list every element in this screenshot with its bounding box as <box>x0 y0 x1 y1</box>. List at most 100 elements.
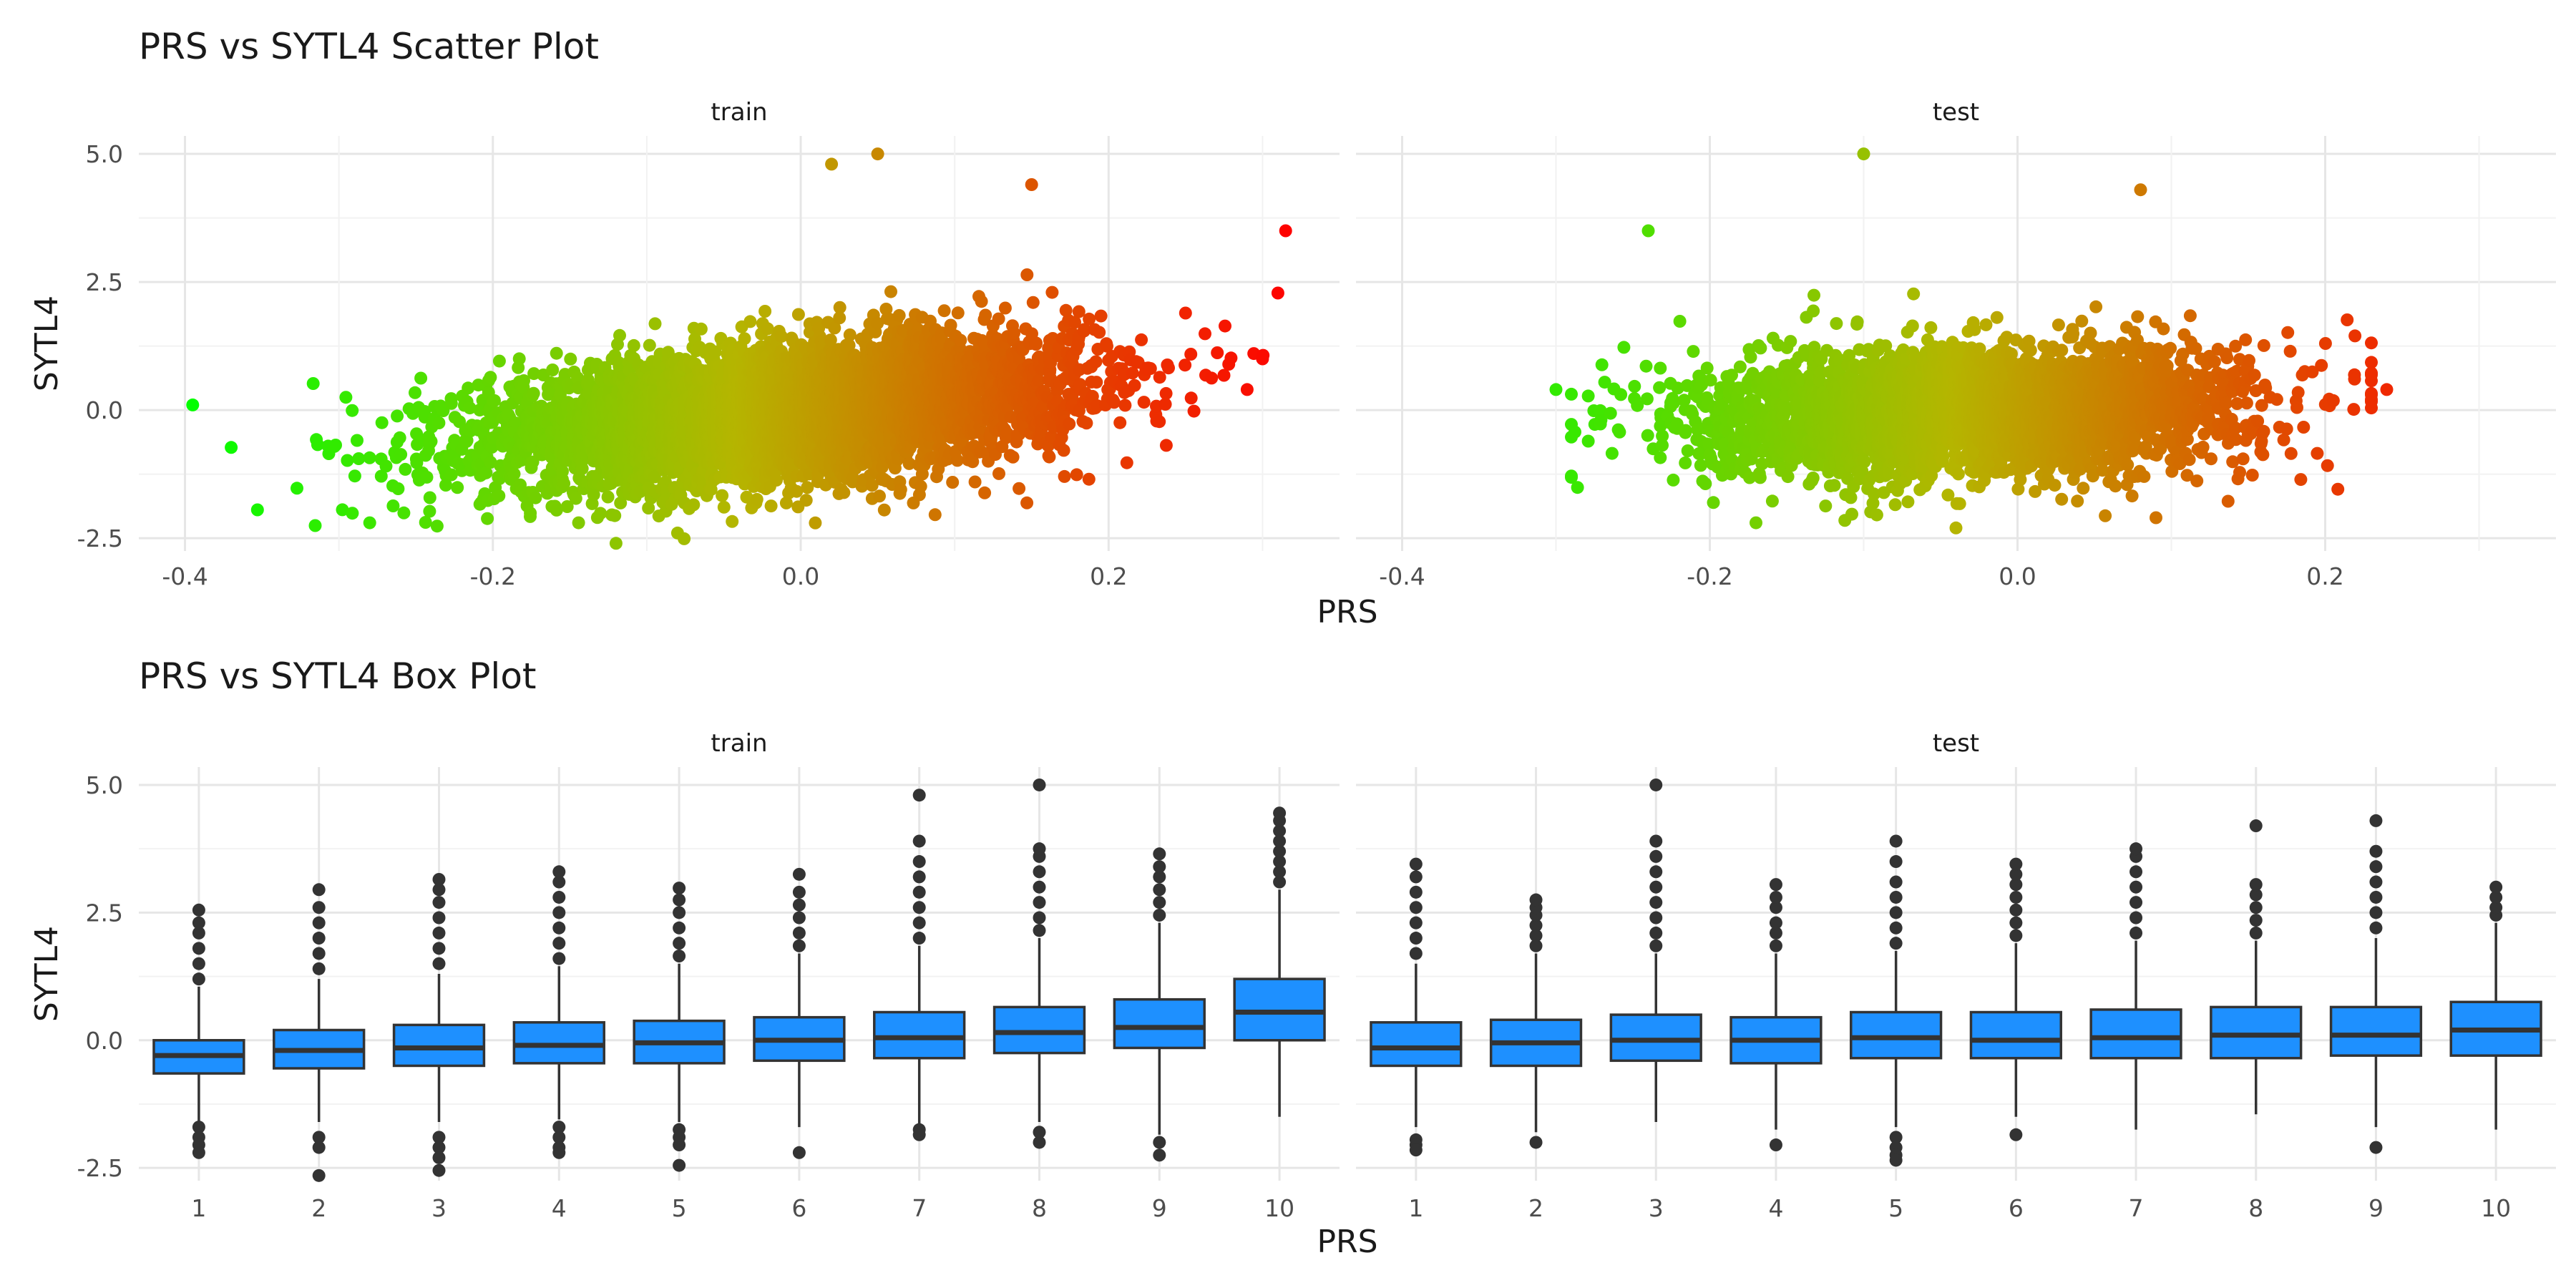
scatter-point <box>444 468 458 482</box>
scatter-point <box>463 401 477 415</box>
scatter-point <box>975 295 988 308</box>
scatter-point <box>894 483 907 497</box>
scatter-point <box>225 441 238 454</box>
y-tick-label: -2.5 <box>77 525 123 552</box>
scatter-point <box>575 462 589 475</box>
scatter-point <box>430 519 444 533</box>
scatter-point <box>946 476 960 489</box>
scatter-point <box>998 301 1012 315</box>
scatter-point <box>609 537 623 550</box>
scatter-point <box>877 503 891 517</box>
scatter-point <box>418 410 431 424</box>
scatter-point <box>375 416 389 429</box>
x-tick-label: -0.4 <box>162 562 208 590</box>
scatter-point <box>556 464 569 478</box>
scatter-point <box>409 386 421 399</box>
scatter-point <box>643 338 656 352</box>
scatter-point <box>764 499 778 513</box>
scatter-point <box>569 492 582 505</box>
scatter-point <box>937 304 951 318</box>
scatter-point <box>648 470 661 484</box>
scatter-point <box>914 479 927 493</box>
scatter-point <box>420 470 434 484</box>
scatter-point <box>871 147 884 161</box>
scatter-point <box>738 332 751 346</box>
scatter-point <box>825 157 839 171</box>
facet-strip-label: train <box>711 98 767 127</box>
scatter-point <box>873 489 886 503</box>
x-tick-label: 0.2 <box>1090 562 1127 590</box>
scatter-point <box>394 448 408 462</box>
scatter-point <box>560 500 574 513</box>
x-tick-label: 0.0 <box>782 562 819 590</box>
scatter-point <box>379 459 393 473</box>
scatter-point <box>492 354 506 368</box>
scatter-point <box>329 439 342 452</box>
scatter-point <box>346 507 359 520</box>
scatter-point <box>587 488 600 502</box>
scatter-point <box>348 469 361 483</box>
scatter-point <box>393 431 406 444</box>
scatter-point <box>517 374 530 387</box>
scatter-point <box>341 454 354 467</box>
scatter-point <box>462 381 475 395</box>
scatter-point <box>550 346 563 360</box>
scatter-point <box>339 391 353 404</box>
scatter-point <box>424 434 438 448</box>
scatter-point <box>306 377 320 390</box>
scatter-point <box>492 489 506 502</box>
scatter-point <box>410 456 424 469</box>
scatter-point <box>979 308 992 322</box>
scatter-point <box>726 514 739 528</box>
scatter-point <box>770 474 783 487</box>
scatter-point <box>250 503 264 517</box>
scatter-point <box>978 486 992 499</box>
scatter-plot-title: PRS vs SYTL4 Scatter Plot <box>139 26 599 67</box>
scatter-point <box>311 438 324 452</box>
scatter-point <box>594 507 608 520</box>
scatter-point <box>399 462 412 476</box>
scatter-point <box>557 477 571 490</box>
scatter-point <box>414 371 428 385</box>
scatter-point <box>512 352 526 366</box>
y-tick-label: 2.5 <box>86 268 123 296</box>
scatter-point <box>524 507 537 519</box>
y-tick-label: 0.0 <box>86 396 123 424</box>
scatter-point <box>837 486 851 499</box>
scatter-point <box>546 364 560 376</box>
scatter-point <box>601 490 615 504</box>
scatter-point <box>485 440 499 454</box>
scatter-point <box>386 499 400 512</box>
scatter-point <box>308 519 322 532</box>
scatter-point <box>992 312 1005 326</box>
scatter-point <box>613 328 626 342</box>
scatter-point <box>892 308 906 322</box>
scatter-point <box>571 371 585 384</box>
scatter-point <box>642 502 655 514</box>
scatter-point <box>687 498 701 512</box>
scatter-point <box>363 451 376 464</box>
scatter-point <box>833 301 847 314</box>
scatter-point <box>758 305 772 318</box>
scatter-point <box>527 386 540 400</box>
scatter-point <box>484 371 497 384</box>
scatter-point <box>791 308 805 321</box>
scatter-point <box>614 496 628 509</box>
scatter-point <box>374 469 388 483</box>
scatter-point <box>423 491 436 504</box>
scatter-point <box>507 467 521 481</box>
scatter-point <box>479 466 493 479</box>
scatter-point <box>529 491 542 504</box>
scatter-point <box>1020 496 1034 509</box>
x-tick-label: -0.2 <box>470 562 516 590</box>
scatter-point <box>572 516 585 530</box>
scatter-point <box>1008 326 1020 340</box>
scatter-point <box>363 516 376 530</box>
scatter-point <box>968 475 982 489</box>
scatter-point <box>1020 268 1034 281</box>
scatter-point <box>397 506 411 519</box>
scatter-point <box>550 503 563 517</box>
scatter-point <box>439 479 452 492</box>
scatter-point <box>488 394 501 407</box>
